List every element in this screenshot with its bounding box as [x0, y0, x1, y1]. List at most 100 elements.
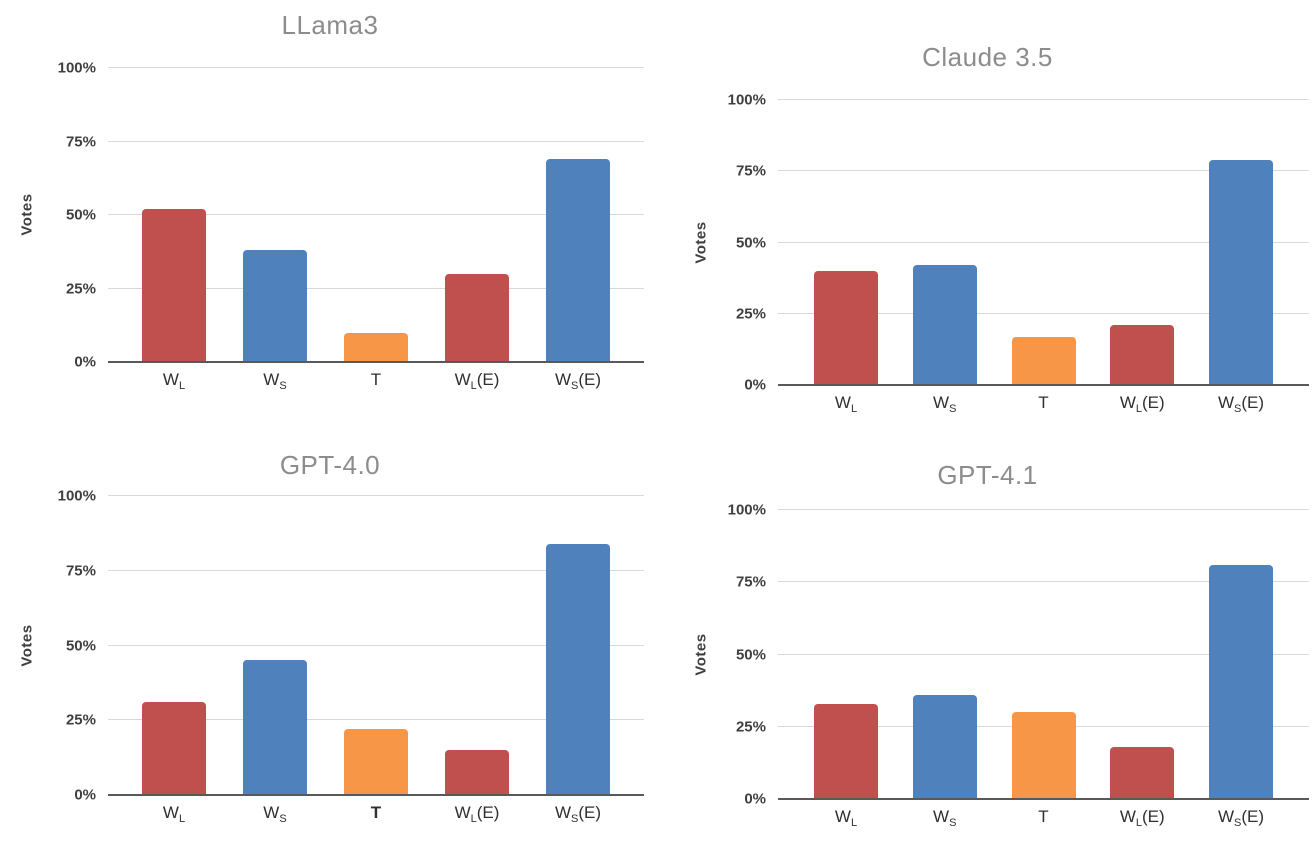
y-tick-100pct: 100%	[57, 487, 96, 505]
gridline-50	[108, 644, 644, 646]
x-label-main: W	[454, 803, 471, 822]
chart-llama3: LLama3 Votes 0% 25% 50% 75% 100% WL WS T WL(E) WS(E…	[0, 6, 660, 392]
chart-gpt-4-1: GPT-4.1 Votes 0% 25% 50% 75% 100% WL WS T WL(E) WS(…	[660, 456, 1315, 829]
gridline-50	[108, 214, 644, 215]
x-axis-labels: WL WS T WL(E) WS(E)	[108, 370, 644, 392]
bars	[108, 496, 644, 795]
bar-w-s	[243, 660, 307, 795]
x-label-main: T	[1038, 807, 1049, 826]
x-axis-line	[108, 360, 644, 363]
x-label-main: W	[1217, 393, 1235, 412]
y-tick-75pct: 75%	[65, 562, 96, 580]
x-label-w-s-e-: WS(E)	[546, 803, 610, 825]
bar-w-s	[912, 265, 977, 385]
x-label-main: W	[554, 803, 572, 822]
x-label-subscript: L	[178, 380, 186, 392]
bar-w-l-e-	[1110, 325, 1175, 385]
x-label-t: T	[344, 803, 408, 823]
x-label-w-s: WS	[913, 807, 977, 829]
plot-area	[778, 99, 1309, 386]
chart-title: LLama3	[281, 10, 379, 40]
y-axis-title: Votes	[18, 623, 36, 667]
x-label-subscript: L	[1135, 817, 1142, 829]
bar-t	[1011, 712, 1076, 799]
chart-claude-3-5: Claude 3.5 Votes 0% 25% 50% 75% 100% WL WS T WL(E)…	[660, 38, 1315, 415]
x-label-main: W	[263, 803, 280, 822]
gridline-25	[778, 312, 1309, 314]
x-axis-line	[778, 797, 1309, 800]
y-axis: Votes 0% 25% 50% 75% 100%	[660, 502, 778, 808]
x-label-main: W	[1119, 393, 1136, 412]
y-tick-0pct: 0%	[744, 376, 766, 394]
bar-w-l	[814, 703, 878, 799]
x-label-w-s: WS	[243, 370, 307, 392]
chart-body: Votes 0% 25% 50% 75% 100% WL WS T WL(E) WS(E)	[0, 484, 660, 825]
x-label-t: T	[1012, 807, 1076, 827]
gridline-75	[108, 140, 644, 142]
bar-w-l	[142, 209, 206, 362]
plot-area	[778, 509, 1309, 800]
y-tick-50pct: 50%	[735, 234, 766, 251]
x-label-subscript: L	[470, 380, 477, 392]
chart-gpt-4-0: GPT-4.0 Votes 0% 25% 50% 75% 100% WL WS T WL(E) WS(…	[0, 446, 660, 825]
bar-t	[1011, 336, 1076, 385]
y-axis-title: Votes	[692, 220, 710, 264]
gridline-25	[108, 287, 644, 289]
bar-w-l-e-	[445, 273, 509, 362]
y-axis-title: Votes	[18, 193, 36, 236]
plot-area	[108, 67, 644, 363]
gridline-75	[108, 569, 644, 571]
x-label-w-l-e-: WL(E)	[445, 803, 509, 825]
bar-w-s	[912, 694, 977, 799]
bars	[778, 510, 1309, 799]
x-axis-labels: WL WS T WL(E) WS(E)	[778, 807, 1309, 829]
x-label-subscript: L	[470, 813, 477, 825]
y-tick-100pct: 100%	[727, 501, 766, 519]
x-label-suffix: (E)	[1241, 807, 1265, 826]
bar-w-l-e-	[1110, 746, 1175, 799]
x-label-main: W	[162, 803, 179, 822]
bar-w-l	[142, 702, 206, 795]
bar-w-s-e-	[1209, 159, 1273, 385]
x-label-suffix: (E)	[1142, 807, 1165, 826]
gridline-75	[778, 581, 1309, 583]
x-label-w-s-e-: WS(E)	[1209, 393, 1273, 415]
x-label-subscript: L	[850, 817, 858, 829]
x-label-subscript: S	[949, 817, 957, 829]
plot-area	[108, 495, 644, 796]
x-label-subscript: S	[1234, 403, 1242, 415]
x-label-main: T	[1038, 393, 1049, 412]
gridline-50	[778, 241, 1309, 243]
x-label-main: W	[834, 807, 851, 826]
bar-w-s	[243, 250, 307, 362]
x-label-subscript: S	[949, 403, 957, 415]
x-label-w-s-e-: WS(E)	[1209, 807, 1273, 829]
x-label-subscript: L	[178, 813, 186, 825]
x-label-w-s-e-: WS(E)	[546, 370, 610, 392]
x-label-main: W	[554, 370, 572, 389]
bar-w-l	[814, 271, 878, 385]
y-tick-100pct: 100%	[57, 59, 96, 77]
x-label-subscript: S	[571, 813, 579, 825]
bars	[778, 100, 1309, 385]
x-label-w-s: WS	[243, 803, 307, 825]
y-tick-25pct: 25%	[735, 718, 766, 736]
y-tick-100pct: 100%	[727, 91, 766, 109]
x-label-main: T	[370, 370, 382, 389]
x-label-suffix: (E)	[1142, 393, 1165, 412]
x-label-main: T	[370, 803, 382, 822]
x-axis-line	[108, 793, 644, 796]
x-label-w-s: WS	[913, 393, 977, 415]
x-label-main: W	[834, 393, 851, 412]
y-tick-25pct: 25%	[735, 305, 766, 323]
y-axis: Votes 0% 25% 50% 75% 100%	[0, 60, 108, 371]
x-label-w-l: WL	[142, 370, 206, 392]
gridline-25	[108, 719, 644, 721]
x-label-w-l: WL	[814, 393, 878, 415]
y-tick-75pct: 75%	[735, 162, 766, 180]
x-label-subscript: S	[1234, 817, 1242, 829]
x-label-subscript: L	[1135, 403, 1142, 415]
x-label-suffix: (E)	[1241, 393, 1265, 412]
gridline-50	[778, 653, 1309, 655]
